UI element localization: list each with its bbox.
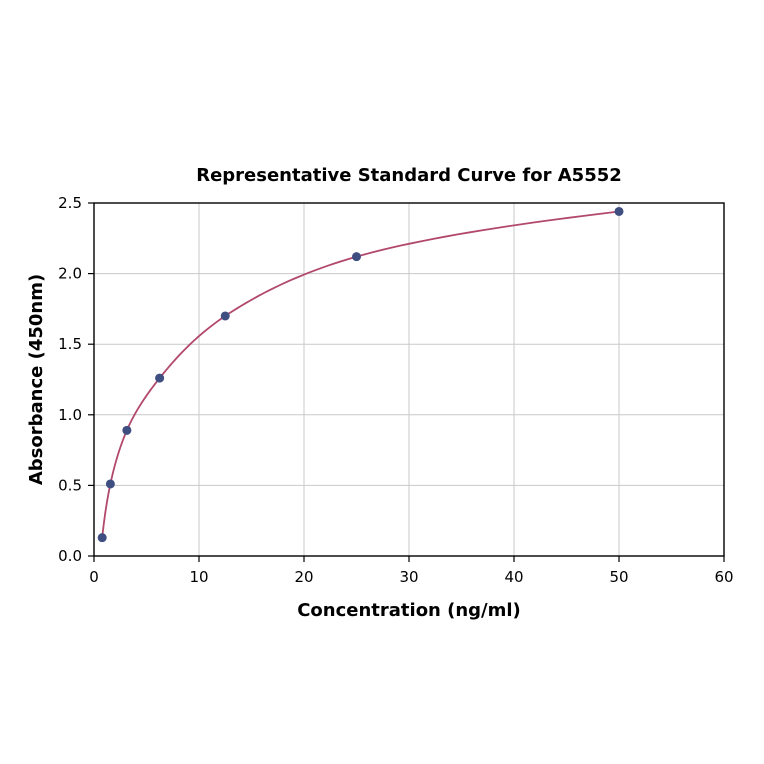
y-axis-label: Absorbance (450nm): [26, 274, 47, 485]
data-point-marker: [220, 311, 230, 321]
y-tick-label: 2.5: [58, 194, 82, 212]
data-point-marker: [614, 206, 624, 216]
x-tick-label: 0: [89, 568, 99, 586]
x-tick-label: 10: [189, 568, 208, 586]
data-point-marker: [105, 479, 115, 489]
data-point-marker: [122, 425, 132, 435]
axis-ticks: [88, 202, 725, 562]
x-tick-label: 60: [714, 568, 733, 586]
y-tick-label: 0.5: [58, 476, 82, 494]
chart-title: Representative Standard Curve for A5552: [196, 165, 622, 186]
y-tick-label: 0.0: [58, 547, 82, 565]
y-tick-label: 1.5: [58, 335, 82, 353]
tick-labels: 0 10 20 30 40 50 60 0.0 0.5 1.0 1.5 2.0 2.5: [58, 194, 733, 586]
y-tick-label: 1.0: [58, 406, 82, 424]
x-tick-label: 30: [399, 568, 418, 586]
fitted-curve: [101, 210, 620, 538]
x-tick-label: 50: [609, 568, 628, 586]
y-tick-label: 2.0: [58, 265, 82, 283]
x-axis-label: Concentration (ng/ml): [297, 600, 521, 621]
x-tick-label: 40: [504, 568, 523, 586]
grid-lines: [93, 202, 725, 557]
data-point-marker: [155, 373, 165, 383]
data-points: [97, 206, 624, 543]
x-tick-label: 20: [294, 568, 313, 586]
data-point-marker: [352, 252, 361, 262]
data-point-marker: [97, 533, 107, 543]
